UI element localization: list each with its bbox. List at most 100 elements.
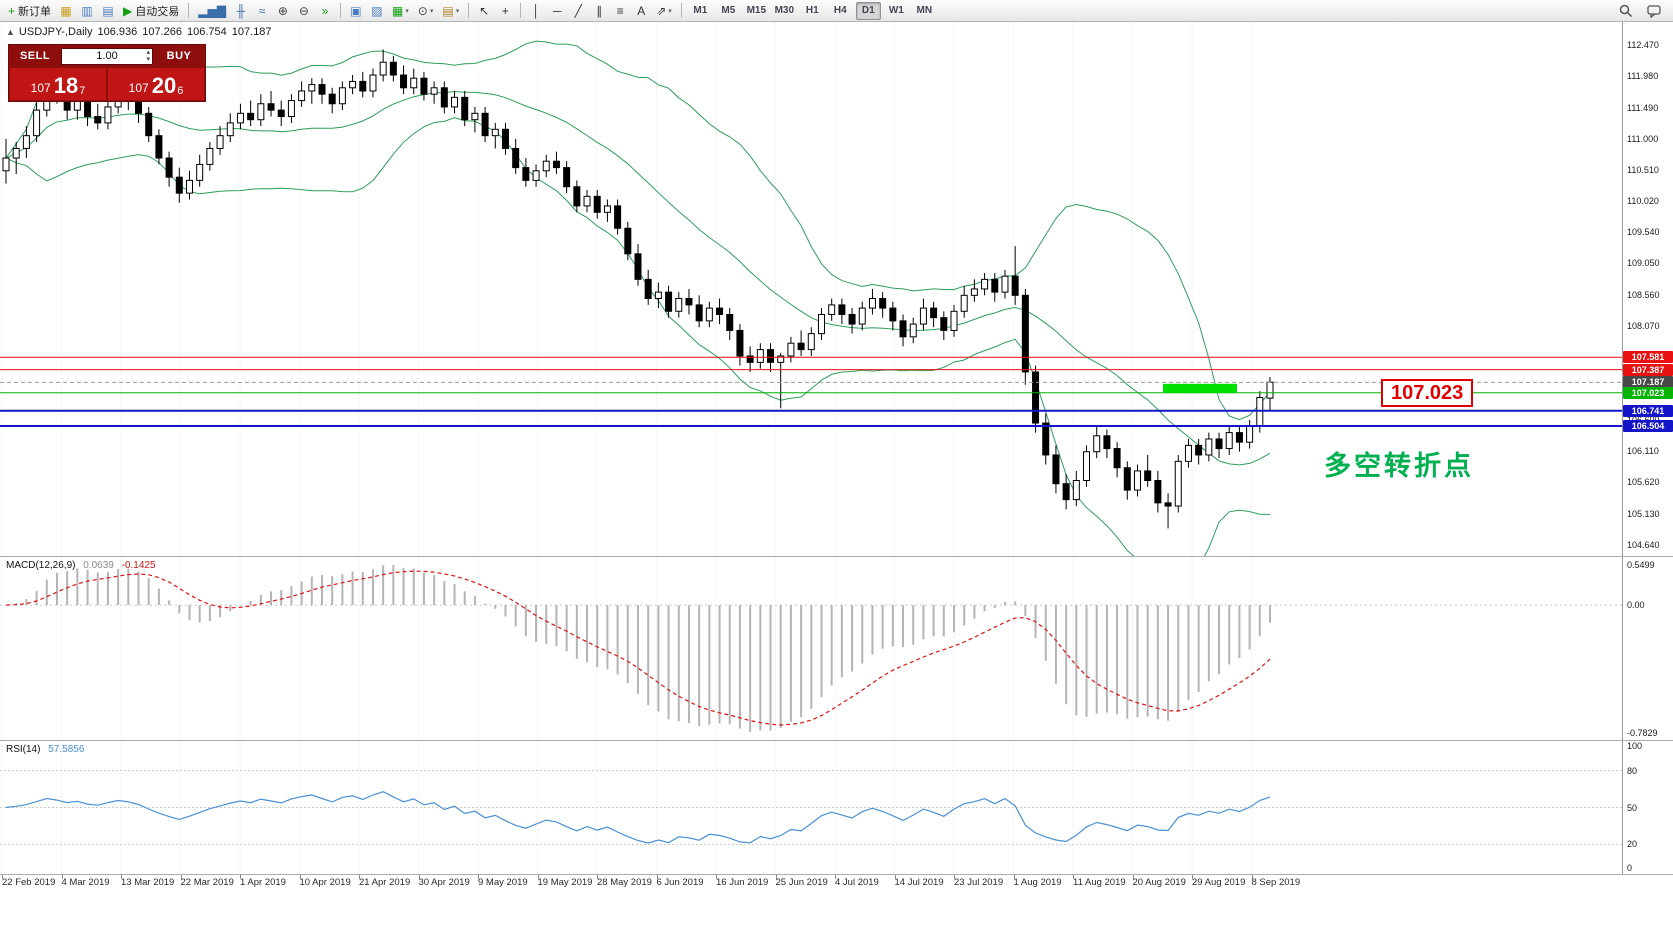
ohlc-high: 107.266 — [142, 26, 183, 38]
bar-chart-icon: ▂▅▇ — [198, 3, 226, 18]
timeframe-button-m30[interactable]: M30 — [774, 5, 795, 16]
auto-scroll-icon[interactable]: » — [315, 1, 335, 21]
panel-separator[interactable] — [0, 556, 1673, 557]
date-axis-label: 25 Jun 2019 — [775, 877, 828, 888]
rsi-panel-canvas[interactable] — [0, 741, 1622, 874]
volume-input[interactable]: 1.00 ▴ ▾ — [61, 47, 153, 65]
fibonacci-icon[interactable]: ≡ — [610, 1, 630, 21]
date-tick — [1251, 875, 1253, 879]
rsi-label: RSI(14) 57.5856 — [6, 744, 84, 755]
sell-price-prefix: 107 — [30, 81, 51, 95]
cascade-windows-icon[interactable]: ▨ — [367, 1, 387, 21]
buy-label: BUY — [166, 50, 192, 62]
candlestick-chart-icon[interactable]: ╫ — [231, 1, 251, 21]
timeframe-button-m1[interactable]: M1 — [693, 5, 708, 16]
market-watch-icon[interactable]: ▦ — [56, 1, 76, 21]
navigator-icon[interactable]: ▤ — [98, 1, 118, 21]
zoom-out-icon[interactable]: ⊖ — [294, 1, 314, 21]
rsi-levels — [0, 770, 1622, 845]
vertical-line-icon[interactable]: │ — [526, 1, 546, 21]
date-tick — [835, 875, 836, 879]
data-window-icon[interactable]: ▥ — [77, 1, 97, 21]
price-axis-label: 106.600 — [1627, 415, 1660, 425]
crosshair-icon[interactable]: + — [495, 1, 515, 21]
text-icon[interactable]: A — [631, 1, 651, 21]
dropdown-caret-icon: ▾ — [429, 7, 434, 15]
auto-trading-button-label: 自动交易 — [135, 5, 180, 18]
toolbar-separator — [468, 3, 470, 18]
dropdown-caret-icon: ▾ — [405, 7, 409, 15]
price-axis-label: 109.050 — [1627, 258, 1660, 269]
macd-panel-canvas[interactable] — [0, 557, 1622, 740]
auto-trading-button[interactable]: ▶ 自动交易 — [119, 1, 183, 21]
volume-down-button[interactable]: ▾ — [146, 55, 150, 63]
trendline-icon: ╱ — [574, 3, 582, 18]
date-tick — [1073, 875, 1074, 879]
line-chart-icon[interactable]: ≈ — [252, 1, 272, 21]
new-chart-button: ▦ — [391, 3, 404, 18]
periods-button: ⊙ — [417, 3, 428, 18]
date-axis-label: 23 Jul 2019 — [954, 877, 1004, 888]
arrows-icon[interactable]: ⇗ ▾ — [652, 1, 676, 21]
timeframe-button-mn[interactable]: MN — [916, 5, 933, 16]
timeframe-button-w1[interactable]: W1 — [888, 5, 904, 16]
turning-point-note[interactable]: 多空转折点 — [1324, 451, 1474, 481]
channel-icon[interactable]: ∥ — [589, 1, 609, 21]
date-axis-label: 8 Sep 2019 — [1251, 877, 1301, 888]
price-callout-box[interactable]: 107.023 — [1381, 379, 1474, 407]
chat-icon[interactable] — [1643, 1, 1665, 21]
collapse-one-click-icon[interactable]: ▲ — [6, 27, 15, 37]
price-axis-label: 111.490 — [1627, 102, 1659, 113]
price-axis-label: 111.980 — [1627, 71, 1659, 82]
macd-axis-max: 0.5499 — [1627, 560, 1655, 570]
new-order-button[interactable]: + 新订单 — [4, 1, 55, 21]
rsi-axis-label: 100 — [1627, 741, 1643, 751]
horizontal-line-icon[interactable]: ─ — [547, 1, 567, 21]
search-icon[interactable] — [1615, 1, 1637, 21]
trendline-icon[interactable]: ╱ — [568, 1, 588, 21]
channel-icon: ∥ — [596, 3, 603, 18]
bar-chart-icon[interactable]: ▂▅▇ — [194, 1, 230, 21]
price-tag: 107.387 — [1623, 363, 1673, 376]
price-axis-border — [1622, 22, 1623, 875]
cascade-windows-icon: ▨ — [371, 3, 383, 18]
tile-windows-icon[interactable]: ▣ — [346, 1, 366, 21]
date-tick — [180, 875, 182, 879]
rsi-axis-label: 50 — [1627, 802, 1638, 813]
volume-up-button[interactable]: ▴ — [146, 48, 150, 56]
panel-separator[interactable] — [0, 740, 1673, 741]
buy-button[interactable]: 107 20 6 — [108, 68, 204, 100]
periods-button[interactable]: ⊙ ▾ — [414, 1, 438, 21]
date-axis-label: 9 May 2019 — [478, 877, 528, 888]
zoom-in-icon[interactable]: ⊕ — [273, 1, 293, 21]
macd-signal-value: -0.1425 — [121, 560, 156, 571]
timeframe-button-m5[interactable]: M5 — [721, 5, 736, 16]
date-tick — [716, 875, 717, 879]
date-axis-label: 6 Jun 2019 — [656, 877, 704, 888]
timeframe-button-h1[interactable]: H1 — [805, 5, 819, 16]
cursor-icon[interactable]: ↖ — [474, 1, 494, 21]
price-axis-label: 108.560 — [1627, 289, 1660, 300]
new-chart-button[interactable]: ▦ ▾ — [388, 1, 413, 21]
timeframe-button-h4[interactable]: H4 — [833, 5, 847, 16]
buy-price-sup: 6 — [177, 85, 184, 97]
sell-button[interactable]: 107 18 7 — [10, 68, 106, 100]
auto-scroll-icon: » — [321, 3, 329, 18]
timeframe-button-d1[interactable]: D1 — [855, 1, 881, 20]
macd-histogram — [15, 565, 1271, 732]
templates-button[interactable]: ▤ ▾ — [438, 1, 463, 21]
date-tick — [656, 875, 658, 879]
ohlc-close: 107.187 — [231, 26, 272, 38]
macd-axis-zero: 0.00 — [1627, 600, 1645, 611]
dropdown-caret-icon: ▾ — [668, 7, 672, 15]
rsi-axis-label: 0 — [1627, 863, 1633, 873]
new-order-button-label: 新订单 — [18, 5, 52, 18]
timeframe-button-m15[interactable]: M15 — [746, 5, 767, 16]
dropdown-caret-icon: ▾ — [455, 7, 460, 15]
date-tick — [240, 875, 241, 879]
templates-button: ▤ — [442, 3, 454, 18]
symbol-period-label: USDJPY-,Daily — [18, 26, 93, 38]
date-axis-label: 22 Mar 2019 — [180, 877, 234, 888]
main-chart-canvas[interactable] — [0, 22, 1622, 556]
hline-objects — [0, 356, 1622, 427]
